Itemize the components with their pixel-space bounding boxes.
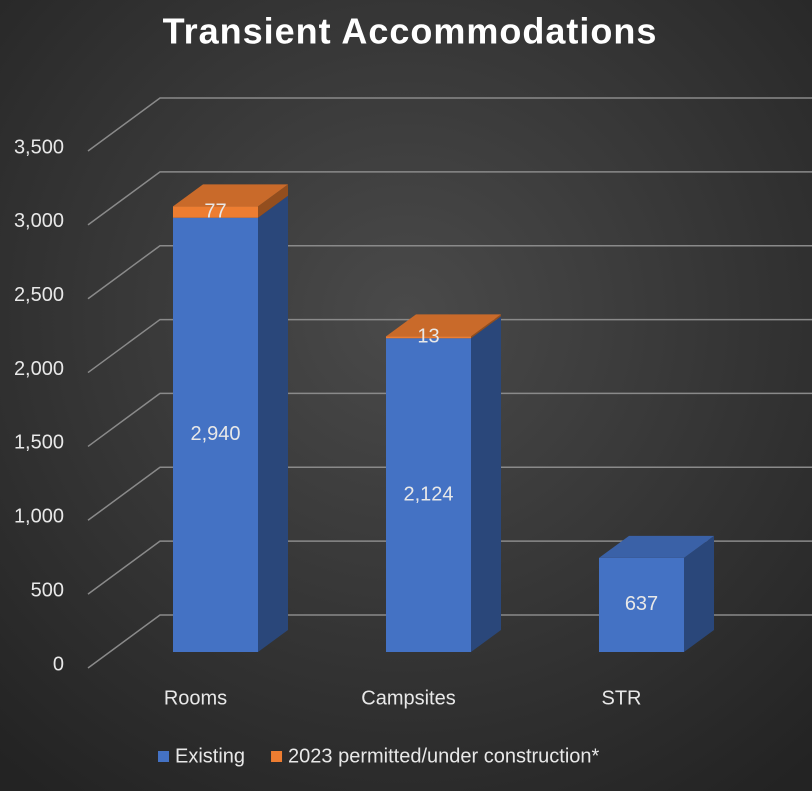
legend-swatch	[158, 751, 169, 762]
grid-line	[87, 614, 812, 669]
bar	[386, 336, 471, 339]
value-label: 2,940	[190, 423, 240, 445]
value-label: 2,124	[403, 483, 453, 505]
legend-swatch	[271, 751, 283, 762]
x-tick-label: STR	[602, 687, 642, 709]
grid-line	[87, 171, 812, 226]
grid-line	[87, 318, 812, 374]
grid-line	[87, 392, 812, 448]
y-tick-label: 3,000	[14, 210, 64, 232]
y-tick-label: 0	[53, 653, 64, 675]
legend-label: Existing	[175, 745, 245, 767]
legend-label: 2023 permitted/under construction*	[288, 745, 600, 767]
x-tick-label: Campsites	[361, 687, 455, 709]
y-tick-label: 500	[31, 579, 64, 601]
bar-top	[386, 314, 501, 337]
y-tick-label: 1,500	[14, 432, 64, 454]
chart-title: Transient Accommodations	[163, 11, 658, 52]
value-label: 637	[625, 593, 658, 615]
bar-side	[258, 184, 288, 218]
value-label: 13	[417, 326, 439, 348]
bar-side	[684, 535, 714, 652]
grid-line	[87, 244, 812, 300]
grid-line	[87, 97, 812, 152]
x-tick-label: Rooms	[164, 687, 227, 709]
value-label: 77	[204, 200, 226, 222]
bar	[386, 338, 471, 652]
bar-side	[471, 314, 501, 339]
bar-top	[599, 535, 714, 558]
bar-side	[471, 316, 501, 652]
y-tick-label: 1,000	[14, 506, 64, 528]
y-tick-label: 2,500	[14, 284, 64, 306]
bar	[599, 557, 684, 652]
bar	[173, 206, 258, 218]
y-tick-label: 2,000	[14, 358, 64, 380]
bar	[173, 217, 258, 652]
bar-top	[173, 184, 288, 207]
grid-line	[87, 540, 812, 595]
y-tick-label: 3,500	[14, 136, 64, 158]
grid-line	[87, 466, 812, 521]
bar-side	[258, 195, 288, 652]
